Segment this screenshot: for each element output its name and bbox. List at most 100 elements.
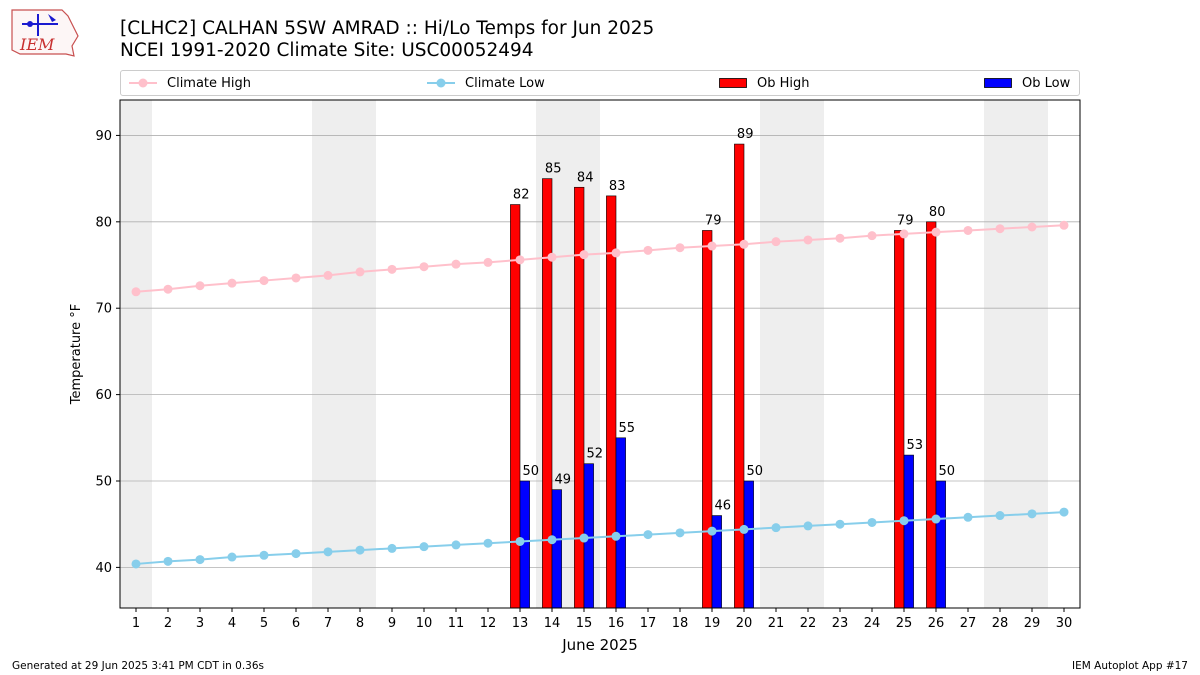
- ob-high-label-day-19: 79: [705, 213, 722, 228]
- climate-high-point-day-19: [707, 241, 717, 251]
- x-tick-label-9: 9: [388, 616, 396, 631]
- climate-low-point-day-3: [195, 555, 205, 565]
- climate-low-point-day-23: [835, 519, 845, 529]
- weekend-shade-22: [792, 100, 824, 608]
- climate-low-point-day-19: [707, 526, 717, 536]
- climate-low-point-day-13: [515, 536, 525, 546]
- ob-high-bar-day-25: [894, 230, 905, 609]
- ob-low-bar-day-16: [615, 437, 626, 609]
- x-tick-label-28: 28: [992, 616, 1009, 631]
- y-axis-label: Temperature °F: [69, 304, 84, 405]
- ob-high-bar-day-26: [926, 221, 937, 609]
- bar-labels: 82 85 84 83 79 89 79 80 50 49 52 55 46 50 53 50: [513, 127, 955, 513]
- climate-low-point-day-14: [547, 535, 557, 545]
- y-tick-label-50: 50: [95, 475, 112, 490]
- climate-high-point-day-27: [963, 225, 973, 235]
- ob-high-bar-day-13: [510, 204, 521, 609]
- ob-high-label-day-15: 84: [577, 170, 594, 185]
- ob-low-bar-day-14: [551, 489, 562, 609]
- x-tick-label-22: 22: [800, 616, 817, 631]
- climate-high-point-day-15: [579, 250, 589, 260]
- bars: [510, 143, 946, 609]
- climate-high-point-day-30: [1059, 220, 1069, 230]
- climate-high-point-day-2: [163, 284, 173, 294]
- ob-low-bar-day-26: [935, 480, 946, 609]
- climate-high-point-day-20: [739, 239, 749, 249]
- x-tick-label-1: 1: [132, 616, 140, 631]
- climate-low-point-day-26: [931, 514, 941, 524]
- weekend-shade-1: [120, 100, 152, 608]
- ob-high-swatch: [719, 78, 747, 88]
- climate-low-point-day-7: [323, 547, 333, 557]
- climate-low-point-day-6: [291, 549, 301, 559]
- climate-low-point-day-17: [643, 530, 653, 540]
- ob-low-bar-day-20: [743, 480, 754, 609]
- climate-low-point-day-12: [483, 538, 493, 548]
- x-tick-label-2: 2: [164, 616, 172, 631]
- ob-high-bar-day-19: [702, 230, 713, 609]
- climate-lines: [131, 220, 1069, 569]
- plot-frame: [119, 99, 1081, 609]
- x-tick-label-3: 3: [196, 616, 204, 631]
- x-tick-label-10: 10: [416, 616, 433, 631]
- climate-low-point-day-15: [579, 533, 589, 543]
- x-tick-label-26: 26: [928, 616, 945, 631]
- x-tick-label-15: 15: [576, 616, 593, 631]
- climate-high-point-day-16: [611, 248, 621, 258]
- ob-high-label-day-16: 83: [609, 179, 626, 194]
- x-tick-label-27: 27: [960, 616, 977, 631]
- climate-low-point-day-30: [1059, 507, 1069, 517]
- weekend-shade-29: [1016, 100, 1048, 608]
- ob-low-label-day-16: 55: [619, 421, 636, 436]
- legend-item-climate-low: Climate Low: [427, 71, 545, 95]
- legend-label-climate-high: Climate High: [167, 75, 252, 91]
- ob-low-label-day-13: 50: [523, 464, 540, 479]
- x-tick-label-4: 4: [228, 616, 236, 631]
- climate-high-point-day-17: [643, 245, 653, 255]
- climate-high-point-day-23: [835, 233, 845, 243]
- climate-high-point-day-6: [291, 273, 301, 283]
- x-tick-label-20: 20: [736, 616, 753, 631]
- ob-low-bar-day-25: [903, 454, 914, 609]
- climate-high-point-day-11: [451, 259, 461, 269]
- climate-low-line: [135, 511, 1065, 565]
- x-tick-label-13: 13: [512, 616, 529, 631]
- climate-low-swatch: [427, 78, 455, 88]
- legend-item-climate-high: Climate High: [129, 71, 251, 95]
- climate-high-line: [135, 224, 1065, 293]
- x-tick-label-24: 24: [864, 616, 881, 631]
- weekend-shade-28: [984, 100, 1016, 608]
- climate-high-point-day-26: [931, 227, 941, 237]
- legend-label-ob-low: Ob Low: [1022, 75, 1071, 91]
- y-tick-label-60: 60: [95, 388, 112, 403]
- climate-low-point-day-5: [259, 550, 269, 560]
- climate-low-point-day-22: [803, 521, 813, 531]
- chart-title: [CLHC2] CALHAN 5SW AMRAD :: Hi/Lo Temps …: [120, 18, 654, 62]
- ob-high-bar-day-20: [734, 143, 745, 609]
- climate-low-point-day-9: [387, 543, 397, 553]
- x-tick-label-12: 12: [480, 616, 497, 631]
- ob-high-label-day-13: 82: [513, 188, 530, 203]
- ob-high-bar-day-16: [606, 195, 617, 609]
- x-tick-label-25: 25: [896, 616, 913, 631]
- ob-high-bar-day-15: [574, 186, 585, 609]
- ob-high-label-day-14: 85: [545, 162, 562, 177]
- grid-lines: [120, 135, 1080, 568]
- x-tick-label-17: 17: [640, 616, 657, 631]
- climate-high-point-day-7: [323, 270, 333, 280]
- climate-low-point-day-28: [995, 511, 1005, 521]
- climate-high-point-day-18: [675, 243, 685, 253]
- x-tick-label-23: 23: [832, 616, 849, 631]
- climate-low-point-day-2: [163, 556, 173, 566]
- climate-high-point-day-13: [515, 255, 525, 265]
- x-axis-label: June 2025: [561, 636, 638, 654]
- generated-timestamp: Generated at 29 Jun 2025 3:41 PM CDT in …: [12, 660, 265, 672]
- x-tick-label-5: 5: [260, 616, 268, 631]
- legend: Climate High Climate Low Ob High Ob Low: [120, 70, 1080, 96]
- climate-high-point-day-8: [355, 267, 365, 277]
- x-tick-label-7: 7: [324, 616, 332, 631]
- climate-low-point-day-4: [227, 552, 237, 562]
- climate-low-point-day-10: [419, 542, 429, 552]
